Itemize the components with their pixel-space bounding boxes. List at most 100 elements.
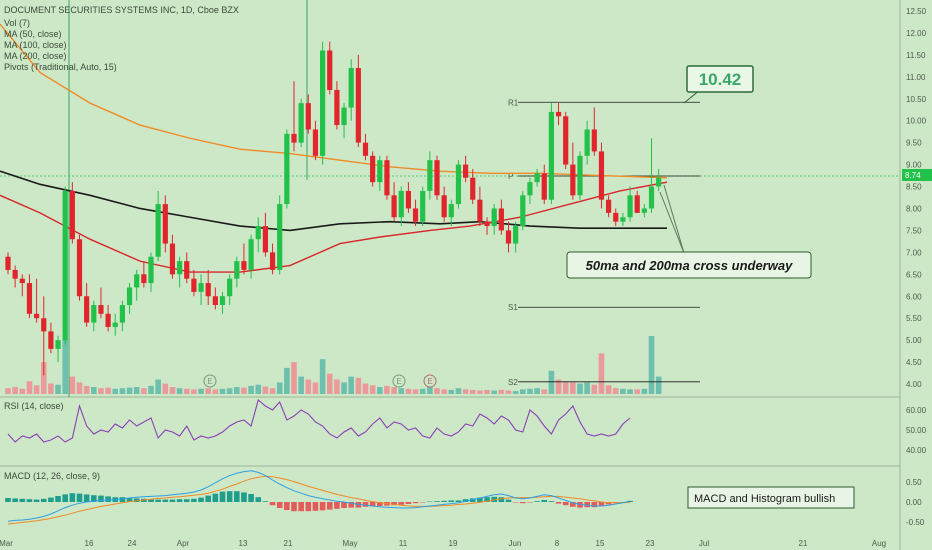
macd-histogram-bar	[91, 495, 97, 502]
candle-body	[291, 133, 297, 143]
candle-body	[219, 296, 226, 306]
volume-bar	[305, 379, 312, 394]
volume-bar	[162, 383, 169, 394]
candle-body	[91, 305, 97, 323]
candle-body	[327, 50, 333, 90]
candle-body	[141, 274, 147, 284]
volume-bar	[241, 387, 247, 394]
rsi-label[interactable]: RSI (14, close)	[4, 401, 64, 411]
time-axis-tick: Apr	[177, 539, 190, 548]
cross-note-callout[interactable]: 50ma and 200ma cross underway	[566, 184, 812, 279]
volume-bar	[434, 388, 440, 394]
volume-bar	[391, 387, 397, 394]
candle-body	[126, 287, 133, 306]
target-price-callout[interactable]: 10.42	[683, 65, 754, 104]
price-axis-tick: 6.50	[906, 270, 922, 279]
macd-histogram-bar	[534, 501, 540, 502]
volume-bar	[562, 381, 569, 394]
volume-bar	[119, 388, 126, 394]
candle-body	[212, 296, 218, 306]
macd-histogram-bar	[584, 502, 590, 508]
volume-bar	[427, 387, 433, 394]
macd-histogram-bar	[5, 498, 11, 502]
rsi-axis-tick: 40.00	[906, 446, 927, 455]
candle-body	[548, 111, 554, 200]
volume-bar	[448, 389, 455, 394]
candle-body	[441, 195, 447, 218]
volume-bar	[498, 389, 505, 394]
volume-bar	[505, 390, 512, 394]
earnings-marker-3-label: E	[427, 377, 432, 386]
rsi-pane	[7, 399, 631, 443]
volume-bar	[469, 389, 476, 394]
macd-label[interactable]: MACD (12, 26, close, 9)	[4, 471, 100, 481]
volume-bar	[176, 388, 183, 394]
earnings-marker-2[interactable]	[392, 374, 406, 388]
candle-body	[541, 173, 547, 200]
candle-body	[484, 221, 490, 227]
volume-bars	[5, 336, 662, 394]
earnings-marker-1[interactable]	[203, 374, 217, 388]
candle-body	[148, 256, 154, 284]
candlesticks	[5, 41, 662, 376]
legend-ma200[interactable]: MA (200, close)	[4, 51, 67, 61]
earnings-marker-3[interactable]	[423, 374, 437, 388]
volume-bar	[291, 362, 297, 394]
volume-bar	[105, 387, 111, 394]
volume-bar	[462, 389, 469, 394]
candle-body	[570, 164, 576, 196]
volume-bar	[520, 389, 526, 394]
legend-pivots[interactable]: Pivots (Traditional, Auto, 15)	[4, 62, 117, 72]
candle-body	[505, 230, 512, 244]
earnings-markers: E E E	[203, 374, 437, 388]
macd-histogram-bar	[162, 499, 169, 502]
candle-body	[534, 173, 540, 183]
earnings-marker-2-label: E	[396, 377, 401, 386]
current-price-tag: 8.74	[902, 169, 932, 181]
price-axis: 12.5012.0011.5011.0010.5010.009.509.008.…	[906, 7, 927, 527]
macd-histogram-bar	[462, 499, 469, 502]
volume-bar	[405, 388, 412, 394]
volume-bar	[398, 388, 405, 394]
candle-body	[527, 182, 533, 196]
candle-body	[69, 190, 75, 240]
candle-body	[384, 160, 390, 196]
candle-body	[498, 208, 504, 231]
candle-body	[434, 160, 440, 196]
macd-histogram-bar	[98, 495, 104, 502]
candle-body	[591, 129, 597, 152]
candle-body	[370, 155, 376, 183]
macd-histogram-bar	[527, 502, 533, 503]
macd-axis-tick: 0.50	[906, 478, 922, 487]
candle-body	[284, 133, 290, 205]
candle-body	[12, 269, 18, 279]
candle-body	[341, 107, 347, 126]
candle-body	[184, 261, 190, 279]
volume-bar	[362, 383, 369, 394]
macd-histogram-bar	[255, 497, 262, 502]
price-axis-tick: 8.50	[906, 183, 922, 192]
candle-body	[491, 208, 497, 227]
macd-histogram-bar	[148, 499, 154, 502]
candle-body	[427, 160, 433, 191]
price-axis-tick: 8.00	[906, 204, 922, 213]
candle-body	[134, 274, 140, 288]
legend-volume[interactable]: Vol (7)	[4, 18, 30, 28]
macd-histogram-bar	[398, 502, 405, 505]
time-axis-tick: 11	[399, 539, 408, 548]
legend-ma100[interactable]: MA (100, close)	[4, 40, 67, 50]
volume-bar	[33, 385, 40, 394]
macd-histogram-bar	[362, 502, 369, 507]
volume-bar	[634, 389, 640, 394]
legend-ma50[interactable]: MA (50, close)	[4, 29, 62, 39]
macd-histogram-bar	[83, 494, 90, 502]
target-price-value: 10.42	[699, 70, 742, 89]
time-axis-tick: Jun	[509, 539, 522, 548]
candle-body	[334, 89, 340, 126]
macd-note-callout[interactable]: MACD and Histogram bullish	[687, 486, 855, 509]
macd-histogram-bar	[12, 498, 18, 502]
macd-histogram-bar	[276, 502, 283, 508]
macd-note-text: MACD and Histogram bullish	[694, 493, 835, 505]
candle-body	[348, 68, 354, 108]
